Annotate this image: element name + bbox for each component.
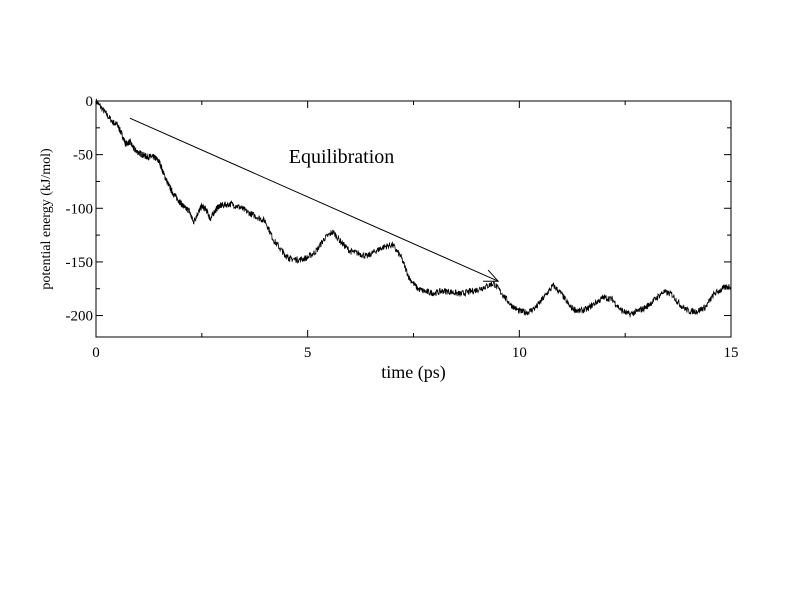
data-series [95, 98, 732, 318]
annotation-arrowhead [483, 269, 500, 282]
x-tick-label: 0 [92, 345, 100, 361]
x-tick-label: 10 [512, 345, 527, 361]
series-line [95, 98, 732, 318]
y-tick-label: -50 [73, 148, 93, 164]
x-tick-label: 5 [304, 345, 312, 361]
x-tick-labels: 0 5 10 15 [92, 345, 738, 361]
x-axis-label: time (ps) [381, 362, 446, 383]
y-axis-label: potential energy (kJ/mol) [39, 148, 54, 290]
y-tick-label: -150 [66, 255, 94, 271]
annotations: Equilibration [129, 117, 500, 282]
y-tick-label: 0 [86, 94, 94, 110]
y-tick-label: -200 [66, 309, 94, 325]
y-tick-labels: 0 -50 -100 -150 -200 [66, 94, 94, 325]
x-tick-label: 15 [724, 345, 739, 361]
annotation-arrow [129, 117, 499, 282]
axis-ticks [95, 100, 732, 337]
y-tick-label: -100 [66, 201, 94, 217]
annotation-label: Equilibration [289, 146, 395, 168]
